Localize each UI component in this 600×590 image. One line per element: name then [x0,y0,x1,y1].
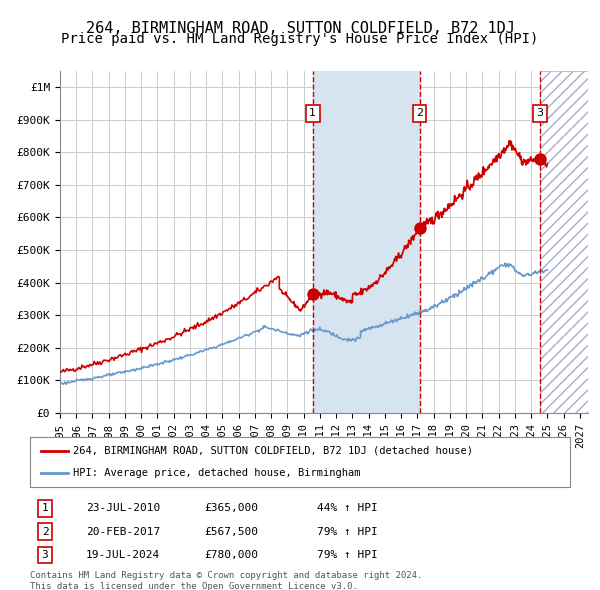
Text: 264, BIRMINGHAM ROAD, SUTTON COLDFIELD, B72 1DJ (detached house): 264, BIRMINGHAM ROAD, SUTTON COLDFIELD, … [73,445,473,455]
Text: 79% ↑ HPI: 79% ↑ HPI [317,550,377,560]
Text: Price paid vs. HM Land Registry's House Price Index (HPI): Price paid vs. HM Land Registry's House … [61,32,539,47]
Text: HPI: Average price, detached house, Birmingham: HPI: Average price, detached house, Birm… [73,468,361,478]
Text: 2: 2 [41,527,49,536]
Text: Contains HM Land Registry data © Crown copyright and database right 2024.
This d: Contains HM Land Registry data © Crown c… [30,571,422,590]
Text: £365,000: £365,000 [204,503,258,513]
Text: 3: 3 [41,550,49,560]
Text: 264, BIRMINGHAM ROAD, SUTTON COLDFIELD, B72 1DJ: 264, BIRMINGHAM ROAD, SUTTON COLDFIELD, … [86,21,514,35]
Text: 19-JUL-2024: 19-JUL-2024 [86,550,160,560]
Text: 44% ↑ HPI: 44% ↑ HPI [317,503,377,513]
Text: 1: 1 [309,108,316,118]
Bar [313,71,419,413]
Text: 2: 2 [416,108,423,118]
Text: £567,500: £567,500 [204,527,258,536]
Text: 3: 3 [536,108,544,118]
Bar [540,71,588,413]
Bar [540,71,588,413]
Text: 1: 1 [41,503,49,513]
Text: 79% ↑ HPI: 79% ↑ HPI [317,527,377,536]
Text: 20-FEB-2017: 20-FEB-2017 [86,527,160,536]
Text: 23-JUL-2010: 23-JUL-2010 [86,503,160,513]
Text: £780,000: £780,000 [204,550,258,560]
